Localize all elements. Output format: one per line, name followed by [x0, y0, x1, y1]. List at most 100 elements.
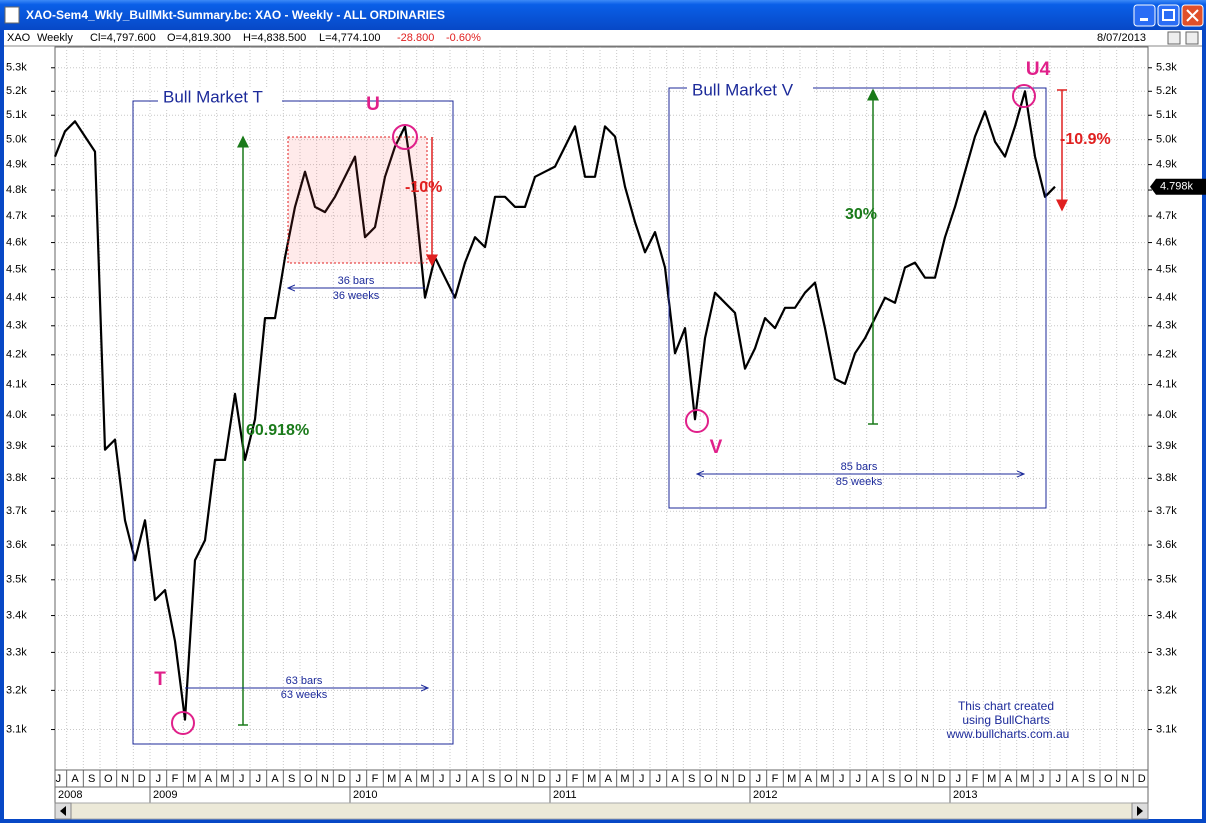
x-tick-label: A — [605, 773, 613, 785]
y-tick-label: 4.6k — [6, 236, 27, 248]
y-tick-label: 5.0k — [1156, 134, 1177, 146]
x-tick-label: M — [587, 773, 596, 785]
y-tick-label: 3.1k — [1156, 723, 1177, 735]
x-tick-label: F — [372, 773, 379, 785]
x-tick-label: A — [71, 773, 79, 785]
x-tick-label: D — [1138, 773, 1146, 785]
y-tick-label: 4.5k — [1156, 264, 1177, 276]
y-tick-label: 4.4k — [1156, 291, 1177, 303]
trough-circle — [171, 711, 195, 735]
x-tick-label: M — [387, 773, 396, 785]
y-tick-label: 3.3k — [6, 646, 27, 658]
x-tick-label: A — [271, 773, 279, 785]
x-tick-label: N — [121, 773, 129, 785]
y-tick-label: 4.9k — [1156, 159, 1177, 171]
x-tick-label: M — [1020, 773, 1029, 785]
x-tick-label: D — [938, 773, 946, 785]
year-label: 2009 — [153, 789, 177, 801]
annotation: 85 weeks — [836, 476, 883, 488]
y-tick-label: 3.6k — [6, 539, 27, 551]
y-tick-label: 3.1k — [6, 723, 27, 735]
y-tick-label: 4.3k — [6, 320, 27, 332]
y-tick-label: 3.4k — [6, 609, 27, 621]
annotation: Bull Market V — [692, 80, 794, 99]
x-tick-label: D — [738, 773, 746, 785]
x-tick-label: N — [921, 773, 929, 785]
title-bar — [0, 0, 1206, 30]
annotation: 36 bars — [338, 275, 375, 287]
last-price-label: 4.798k — [1160, 181, 1194, 193]
y-tick-label: 5.3k — [6, 62, 27, 74]
info-high: H=4,838.500 — [243, 32, 306, 44]
y-tick-label: 3.7k — [1156, 505, 1177, 517]
x-tick-label: D — [138, 773, 146, 785]
y-tick-label: 4.1k — [1156, 378, 1177, 390]
x-tick-label: J — [56, 773, 62, 785]
x-tick-label: J — [756, 773, 762, 785]
info-low: L=4,774.100 — [319, 32, 380, 44]
x-tick-label: M — [220, 773, 229, 785]
label-bg — [687, 80, 813, 100]
x-tick-label: M — [987, 773, 996, 785]
x-tick-label: J — [556, 773, 562, 785]
close-pane-button[interactable] — [1185, 31, 1199, 45]
x-tick-label: F — [172, 773, 179, 785]
minimize-button[interactable] — [1133, 4, 1156, 27]
y-tick-label: 3.7k — [6, 505, 27, 517]
x-tick-label: J — [856, 773, 862, 785]
window-buttons[interactable] — [1133, 4, 1204, 27]
restore-pane-button[interactable] — [1167, 31, 1181, 45]
info-open: O=4,819.300 — [167, 32, 231, 44]
annotation: 63 weeks — [281, 689, 328, 701]
year-label: 2010 — [353, 789, 377, 801]
x-tick-label: M — [620, 773, 629, 785]
annotation: -10% — [405, 179, 442, 196]
annotation: 36 weeks — [333, 290, 380, 302]
y-tick-label: 5.1k — [6, 109, 27, 121]
annotation: Bull Market T — [163, 87, 263, 106]
x-tick-label: D — [338, 773, 346, 785]
y-tick-label: 4.2k — [6, 349, 27, 361]
x-tick-label: S — [888, 773, 895, 785]
x-tick-label: S — [488, 773, 495, 785]
x-tick-label: O — [104, 773, 113, 785]
peak-circle — [392, 124, 418, 150]
credit: using BullCharts — [962, 713, 1049, 727]
scroll-track[interactable] — [54, 802, 1149, 820]
x-tick-label: A — [405, 773, 413, 785]
x-tick-label: S — [288, 773, 295, 785]
y-tick-label: 3.8k — [1156, 472, 1177, 484]
annotation: U — [366, 94, 380, 115]
info-period: Weekly — [37, 32, 73, 44]
y-tick-label: 3.9k — [1156, 440, 1177, 452]
x-tick-label: S — [1088, 773, 1095, 785]
window-title: XAO-Sem4_Wkly_BullMkt-Summary.bc: XAO - … — [26, 8, 445, 22]
maximize-icon — [1162, 9, 1175, 21]
y-tick-label: 4.8k — [6, 184, 27, 196]
year-label: 2012 — [753, 789, 777, 801]
peak-circle — [1012, 84, 1036, 108]
y-tick-label: 3.6k — [1156, 539, 1177, 551]
scrollbar[interactable] — [54, 802, 1149, 820]
x-tick-label: O — [504, 773, 513, 785]
x-tick-label: O — [304, 773, 313, 785]
bull-market-t-box — [132, 100, 454, 745]
maximize-button[interactable] — [1157, 4, 1180, 27]
x-tick-label: J — [456, 773, 462, 785]
x-tick-label: F — [572, 773, 579, 785]
x-tick-label: J — [256, 773, 262, 785]
info-date: 8/07/2013 — [1097, 32, 1146, 44]
credit: www.bullcharts.com.au — [946, 727, 1070, 741]
x-tick-label: O — [904, 773, 913, 785]
y-tick-label: 3.3k — [1156, 646, 1177, 658]
grid — [55, 47, 1148, 770]
x-tick-label: S — [88, 773, 95, 785]
y-tick-label: 4.4k — [6, 291, 27, 303]
annotation: -10.9% — [1060, 131, 1111, 148]
year-label: 2011 — [553, 789, 577, 801]
x-tick-label: M — [420, 773, 429, 785]
correction-zone — [287, 136, 428, 264]
y-tick-label: 3.2k — [6, 684, 27, 696]
x-tick-label: A — [805, 773, 813, 785]
x-tick-label: D — [538, 773, 546, 785]
